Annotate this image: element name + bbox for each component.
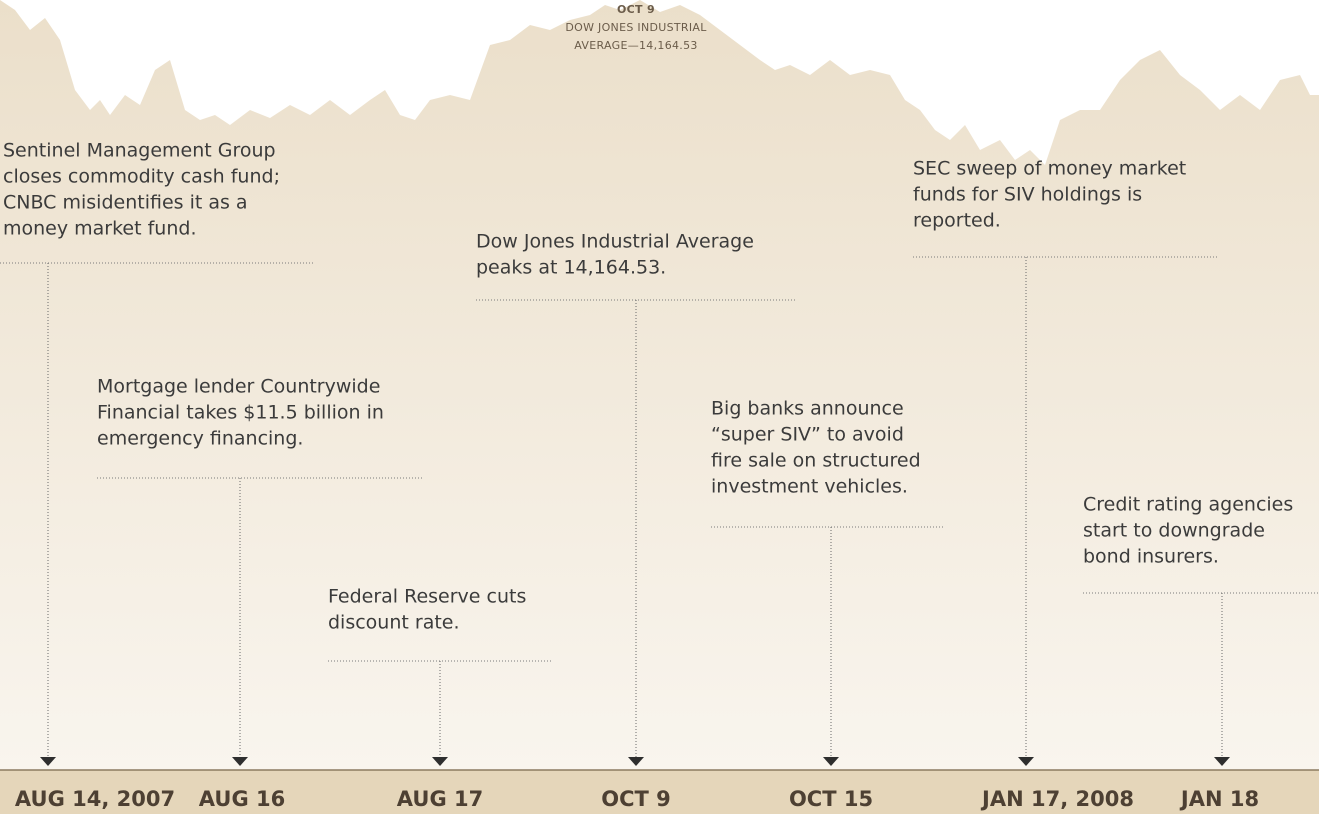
event-text: funds for SIV holdings is	[913, 184, 1142, 206]
event-text: discount rate.	[328, 612, 460, 634]
event-text: bond insurers.	[1083, 546, 1219, 568]
event-text: investment vehicles.	[711, 476, 908, 498]
date-bar	[0, 770, 1319, 814]
arrow	[1214, 757, 1230, 766]
event-text: CNBC misidentifies it as a	[3, 192, 248, 214]
date-label: JAN 18	[1179, 787, 1259, 811]
event-text: Sentinel Management Group	[3, 140, 276, 162]
arrow	[232, 757, 248, 766]
event-text: Credit rating agencies	[1083, 494, 1293, 516]
arrow	[1018, 757, 1034, 766]
arrow	[432, 757, 448, 766]
event-text: closes commodity cash fund;	[3, 166, 280, 188]
date-label: AUG 17	[397, 787, 483, 811]
event-text: SEC sweep of money market	[913, 158, 1186, 180]
date-label: AUG 14, 2007	[15, 787, 175, 811]
peak-date: OCT 9	[617, 3, 655, 16]
event-text: start to downgrade	[1083, 520, 1265, 542]
date-label: OCT 9	[601, 787, 671, 811]
event-text: emergency financing.	[97, 428, 303, 450]
event-text: Big banks announce	[711, 398, 904, 420]
date-label: JAN 17, 2008	[980, 787, 1134, 811]
event-text: fire sale on structured	[711, 450, 921, 472]
dow-silhouette	[0, 0, 1319, 770]
event-text: money market fund.	[3, 218, 197, 240]
event-text: Mortgage lender Countrywide	[97, 376, 380, 398]
event-text: “super SIV” to avoid	[711, 424, 904, 446]
arrow	[823, 757, 839, 766]
arrow	[40, 757, 56, 766]
date-label: OCT 15	[789, 787, 873, 811]
peak-label: DOW JONES INDUSTRIAL	[565, 21, 707, 34]
event-text: Dow Jones Industrial Average	[476, 231, 754, 253]
event-text: reported.	[913, 210, 1001, 232]
event-text: Financial takes $11.5 billion in	[97, 402, 384, 424]
event-text: peaks at 14,164.53.	[476, 257, 666, 279]
date-label: AUG 16	[199, 787, 285, 811]
peak-label: AVERAGE—14,164.53	[574, 39, 697, 52]
event-text: Federal Reserve cuts	[328, 586, 526, 608]
arrow	[628, 757, 644, 766]
